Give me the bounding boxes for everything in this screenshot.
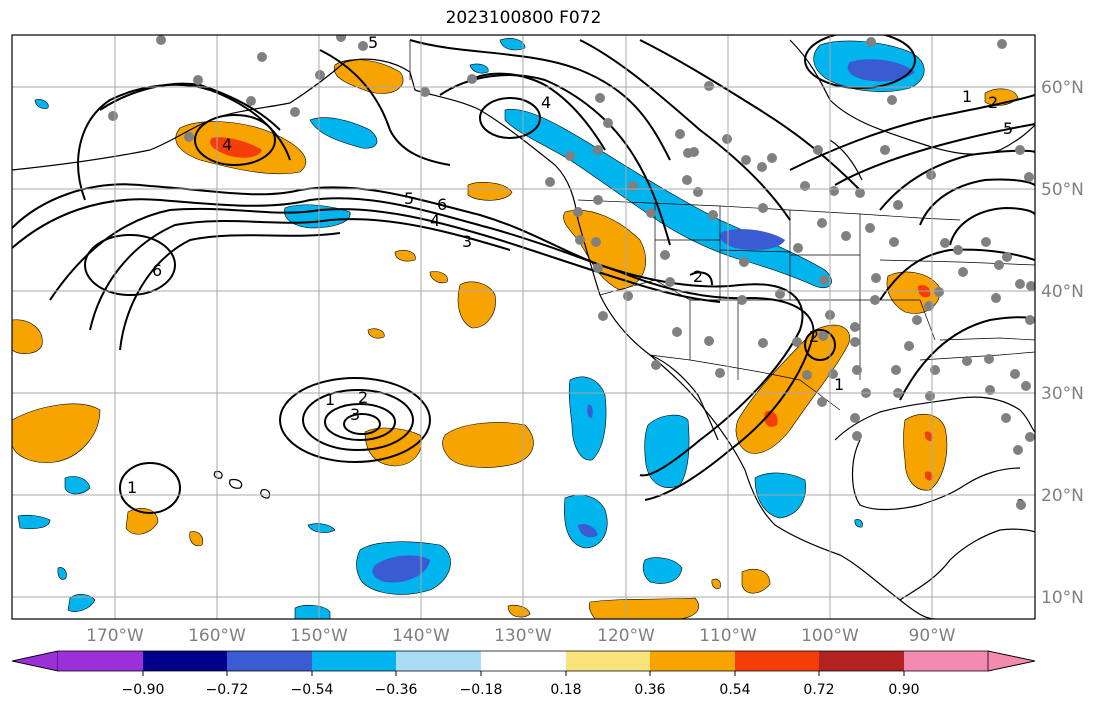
coastlines <box>12 39 1035 619</box>
contour-label-3: 3 <box>462 232 472 251</box>
lon-label-100w: 100°W <box>801 626 859 646</box>
colorbar-cell <box>227 651 312 671</box>
colorbar-tick-label: −0.18 <box>460 682 503 698</box>
lon-label-120w: 120°W <box>597 626 655 646</box>
colorbar-tick-label: 0.36 <box>634 682 665 698</box>
colorbar-cell <box>143 651 227 671</box>
colorbar: −0.90 −0.72 −0.54 −0.36 −0.18 0.18 0.36 … <box>11 650 1036 698</box>
lon-label-130w: 130°W <box>494 626 552 646</box>
borders <box>409 40 1035 411</box>
contour-label-2: 2 <box>358 388 368 407</box>
contour-label-5: 5 <box>368 33 378 52</box>
contour-label-1: 1 <box>962 87 972 106</box>
graticule <box>12 35 1035 619</box>
map-panel <box>12 35 1035 619</box>
lat-label-10n: 10°N <box>1041 588 1084 608</box>
colorbar-tick-label: 0.18 <box>550 682 581 698</box>
colorbar-cell <box>396 651 481 671</box>
colorbar-tick-label: −0.54 <box>291 682 334 698</box>
colorbar-cell <box>58 651 143 671</box>
lon-label-110w: 110°W <box>699 626 757 646</box>
contour-label-3: 3 <box>350 405 360 424</box>
contour-label-1: 1 <box>834 375 844 394</box>
contour-label-1: 1 <box>325 390 335 409</box>
contour-label-1: 1 <box>127 478 137 497</box>
contour-label-5: 5 <box>1003 119 1013 138</box>
shading-light-blue <box>17 38 1025 619</box>
lon-label-170w: 170°W <box>86 626 144 646</box>
lat-label-60n: 60°N <box>1041 78 1084 98</box>
lat-label-40n: 40°N <box>1041 282 1084 302</box>
colorbar-tick-label: 0.72 <box>803 682 834 698</box>
colorbar-extend-high <box>987 650 1036 672</box>
lat-label-30n: 30°N <box>1041 384 1084 404</box>
contour-label-6: 6 <box>437 195 447 214</box>
colorbar-cell <box>735 651 819 671</box>
contour-labels: 4 6 5 6 4 3 1 2 3 1 4 2 2 1 1 2 5 5 <box>127 33 1013 497</box>
contour-label-4: 4 <box>541 93 551 112</box>
shading-blue <box>372 59 915 583</box>
lon-label-140w: 140°W <box>392 626 450 646</box>
colorbar-tick-label: −0.72 <box>206 682 249 698</box>
colorbar-cell <box>904 651 988 671</box>
colorbar-cell <box>312 651 396 671</box>
contour-label-4: 4 <box>430 211 440 230</box>
contour-label-2: 2 <box>693 267 703 286</box>
station-markers <box>108 35 1035 510</box>
lon-label-90w: 90°W <box>909 626 956 646</box>
colorbar-tick-label: −0.36 <box>375 682 418 698</box>
lon-label-160w: 160°W <box>188 626 246 646</box>
contour-label-4: 4 <box>222 135 232 154</box>
colorbar-outline <box>11 650 1036 672</box>
colorbar-cell <box>819 651 904 671</box>
contour-label-6: 6 <box>152 261 162 280</box>
colorbar-cell <box>566 651 650 671</box>
colorbar-tick-label: 0.54 <box>719 682 750 698</box>
contour-label-2: 2 <box>988 93 998 112</box>
map-title: 2023100800 F072 <box>445 8 602 28</box>
contour-label-5: 5 <box>404 189 414 208</box>
contour-label-2: 2 <box>809 327 819 346</box>
colorbar-cell <box>481 651 566 671</box>
longitude-labels: 170°W 160°W 150°W 140°W 130°W 120°W 110°… <box>86 626 956 646</box>
lat-label-50n: 50°N <box>1041 180 1084 200</box>
latitude-labels: 60°N 50°N 40°N 30°N 20°N 10°N <box>1041 78 1084 608</box>
colorbar-extend-low <box>11 650 59 672</box>
lon-label-150w: 150°W <box>290 626 348 646</box>
colorbar-tick-label: 0.90 <box>888 682 919 698</box>
map-frame <box>11 34 1036 620</box>
colorbar-cell <box>650 651 735 671</box>
colorbar-tick-label: −0.90 <box>122 682 165 698</box>
lat-label-20n: 20°N <box>1041 486 1084 506</box>
